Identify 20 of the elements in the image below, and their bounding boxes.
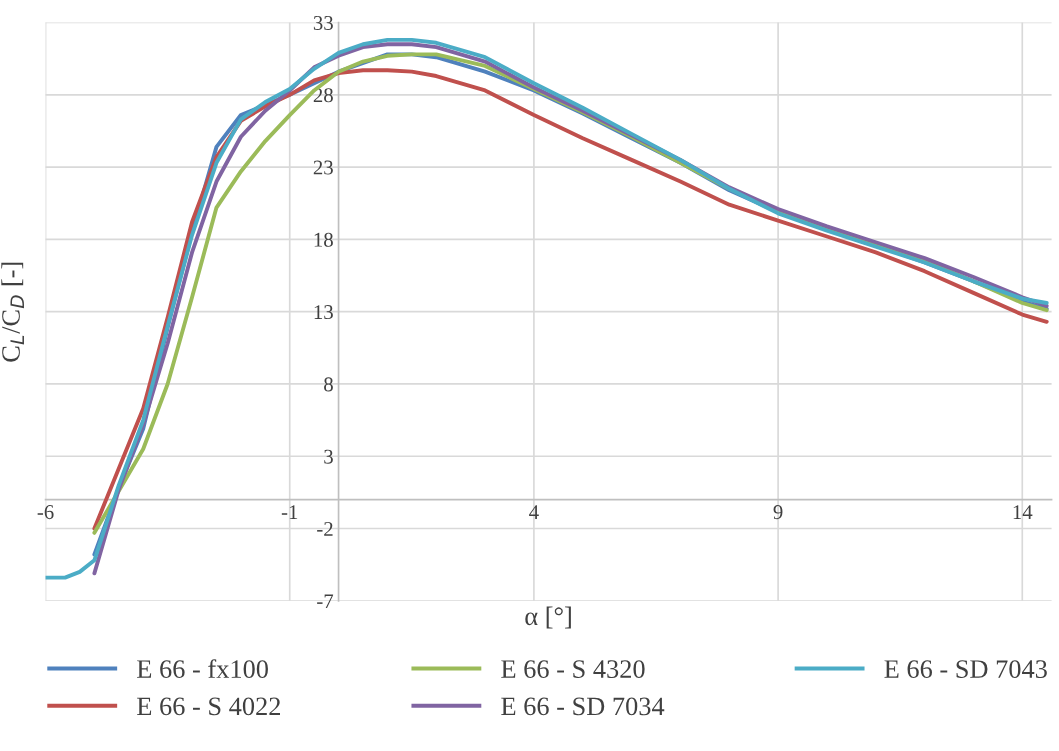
legend-label: E 66 - S 4320 (501, 660, 645, 678)
x-tick-label: 4 (529, 505, 539, 519)
x-tick-label: 14 (1013, 505, 1033, 519)
y-tick-label: 33 (313, 15, 333, 30)
y-tick-label: -7 (317, 594, 334, 609)
legend-label: E 66 - fx100 (137, 659, 268, 678)
x-tick-label: -1 (281, 505, 298, 519)
y-tick-label: -2 (317, 521, 333, 536)
legend-label: E 66 - S 4022 (137, 697, 280, 716)
y-tick-label: 13 (314, 305, 333, 320)
y-tick-label: 8 (324, 377, 333, 392)
x-tick-label: 9 (773, 505, 783, 520)
y-tick-label: 18 (314, 232, 333, 247)
x-tick-label: -6 (37, 505, 54, 520)
x-axis-title: α [°] (525, 606, 571, 629)
y-axis-title: C$_{L}$/C$_{D}$ [-] (1, 262, 24, 362)
y-tick-label: 23 (313, 160, 333, 175)
y-tick-label: 3 (324, 449, 333, 464)
legend-label: E 66 - SD 7043 (884, 660, 1047, 678)
legend-label: E 66 - SD 7034 (501, 697, 665, 716)
